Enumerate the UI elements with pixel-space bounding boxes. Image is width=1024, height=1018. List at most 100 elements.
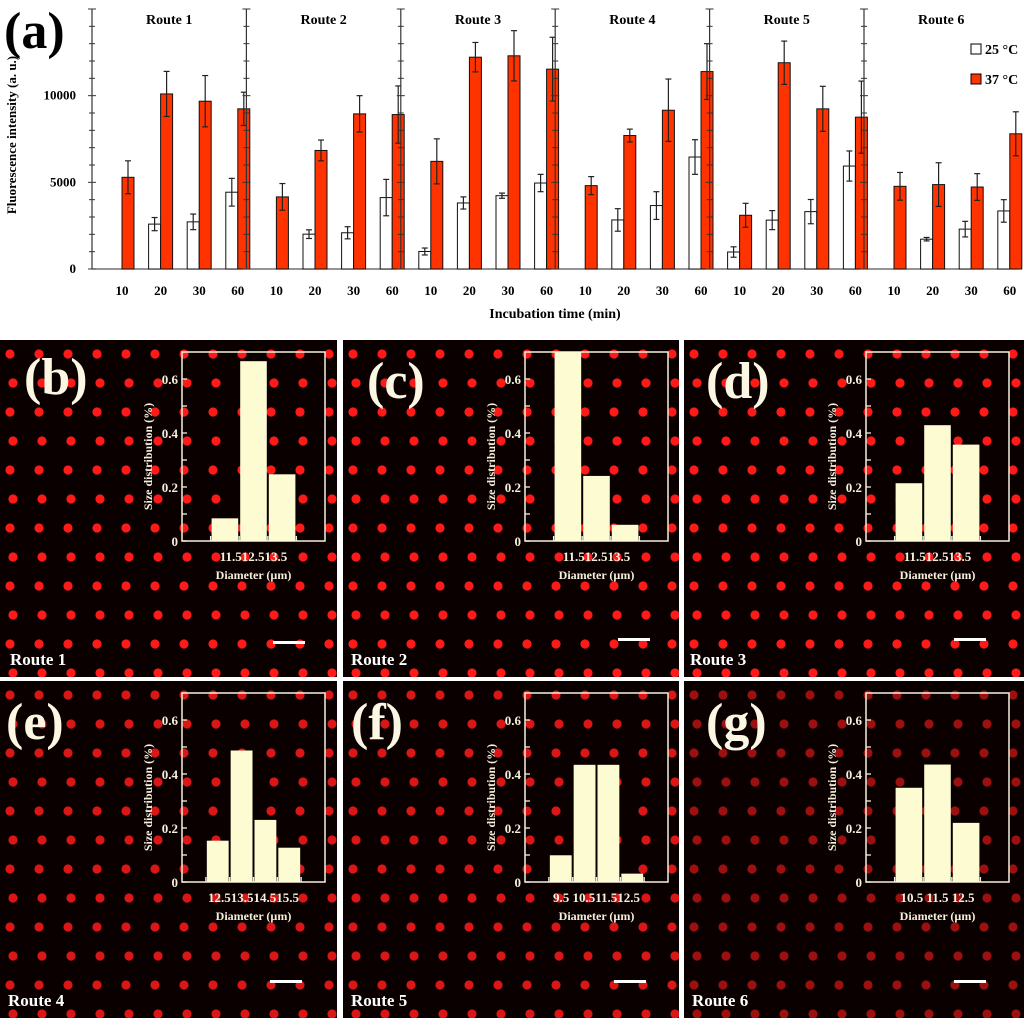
bead: [493, 922, 503, 932]
bead: [496, 668, 506, 677]
inset-frame: [181, 692, 326, 883]
bead: [1008, 639, 1018, 649]
bead: [211, 552, 221, 562]
bead: [638, 748, 648, 758]
bead: [641, 552, 651, 562]
bead: [808, 378, 818, 388]
bead: [776, 922, 786, 932]
bead: [464, 748, 474, 758]
route-label: Route 6: [692, 991, 749, 1010]
inset-y-axis-label: Size distribution (%): [484, 744, 498, 851]
bead: [438, 610, 448, 620]
inset-bar: [278, 847, 301, 882]
bead: [8, 378, 18, 388]
bead: [95, 494, 105, 504]
bead: [409, 835, 419, 845]
bar-37c: [700, 71, 714, 270]
bead: [37, 777, 47, 787]
bead: [805, 748, 815, 758]
bead: [750, 668, 760, 677]
bead: [554, 610, 564, 620]
route-title: Route 3: [455, 13, 501, 28]
bead: [182, 777, 192, 787]
bead: [982, 951, 992, 961]
bead: [406, 349, 416, 359]
bead: [747, 748, 757, 758]
bead: [208, 748, 218, 758]
bead: [179, 639, 189, 649]
x-tick-label: 20: [309, 283, 322, 298]
bead: [670, 777, 679, 787]
bead: [124, 378, 134, 388]
bead-array: [689, 349, 1021, 677]
bead: [866, 1009, 876, 1018]
bead: [834, 980, 844, 990]
bead: [924, 951, 934, 961]
bead: [641, 610, 651, 620]
scale-bar: [954, 638, 986, 641]
bead: [34, 349, 44, 359]
bead: [747, 980, 757, 990]
bead: [348, 806, 358, 816]
bead: [5, 922, 15, 932]
bead: [667, 465, 677, 475]
inset-y-tick-label: 0.6: [846, 372, 863, 387]
bead: [689, 806, 699, 816]
bead: [1008, 864, 1018, 874]
bead: [670, 893, 679, 903]
bead: [121, 864, 131, 874]
bead: [377, 922, 387, 932]
inset-x-tick-labels: 11.512.513.5: [220, 549, 288, 564]
bead: [493, 639, 503, 649]
bead: [834, 349, 844, 359]
bead: [5, 980, 15, 990]
bead: [380, 719, 390, 729]
bead: [266, 806, 276, 816]
bead: [834, 523, 844, 533]
x-tick-label: 30: [347, 283, 360, 298]
inset-y-tick-label: 0: [515, 534, 522, 549]
bead: [776, 980, 786, 990]
bead: [324, 980, 334, 990]
bead: [63, 349, 73, 359]
bead: [750, 610, 760, 620]
scale-bar: [273, 641, 305, 644]
inset-y-tick-label: 0: [856, 875, 863, 890]
bead: [409, 719, 419, 729]
bead: [493, 748, 503, 758]
bead: [298, 610, 308, 620]
bead: [266, 407, 276, 417]
bead: [670, 378, 679, 388]
bead: [153, 719, 163, 729]
bead: [8, 777, 18, 787]
bar-37c: [314, 149, 328, 270]
inset-y-tick-label: 0.4: [162, 767, 179, 782]
bead: [237, 581, 247, 591]
bead: [464, 922, 474, 932]
inset-y-tick-label: 0: [172, 875, 179, 890]
x-tick-label: 60: [1003, 283, 1016, 298]
bead: [211, 494, 221, 504]
bead: [892, 407, 902, 417]
scale-bar: [618, 638, 650, 641]
bead: [351, 951, 361, 961]
bead: [8, 835, 18, 845]
bead: [298, 552, 308, 562]
bead: [834, 639, 844, 649]
bead: [982, 378, 992, 388]
bead: [150, 349, 160, 359]
inset-y-tick-label: 0: [515, 875, 522, 890]
bead: [718, 806, 728, 816]
bead: [837, 494, 847, 504]
inset-bar: [924, 425, 951, 541]
bead: [895, 378, 905, 388]
bead: [240, 719, 250, 729]
bead: [5, 407, 15, 417]
bead: [667, 523, 677, 533]
bead: [525, 610, 535, 620]
bead: [95, 668, 105, 677]
bead: [609, 748, 619, 758]
bead: [641, 777, 651, 787]
bead: [377, 690, 387, 700]
bead: [208, 806, 218, 816]
